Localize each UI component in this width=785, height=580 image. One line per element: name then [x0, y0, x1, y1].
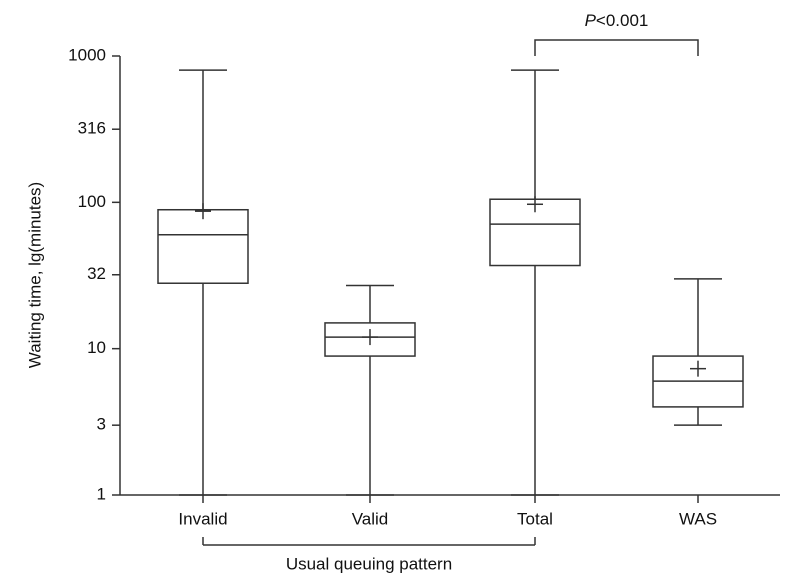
- y-tick-label: 10: [87, 338, 106, 357]
- y-tick-label: 316: [78, 119, 106, 138]
- mean-marker: [690, 360, 706, 377]
- y-tick-label: 3: [97, 415, 106, 434]
- annotation: P<0.001: [585, 11, 649, 30]
- x-tick-label: Total: [517, 509, 553, 528]
- box: [324, 322, 416, 357]
- group-bracket: [202, 537, 536, 546]
- y-tick-label: 100: [78, 192, 106, 211]
- x-tick-label: Invalid: [178, 509, 227, 528]
- y-tick-label: 32: [87, 264, 106, 283]
- annotation-symbol: P: [585, 11, 597, 30]
- y-tick-label: 1000: [68, 45, 106, 64]
- group-label: Usual queuing pattern: [286, 554, 452, 573]
- mean-marker: [527, 196, 543, 213]
- box: [157, 208, 249, 284]
- mean-marker: [362, 329, 378, 346]
- significance-bracket: [534, 39, 699, 56]
- y-axis-label: Waiting time, lg(minutes): [25, 182, 44, 368]
- x-tick-label: Valid: [352, 509, 389, 528]
- mean-marker: [195, 203, 211, 220]
- y-tick-label: 1: [97, 484, 106, 503]
- annotation-text: <0.001: [596, 11, 648, 30]
- x-tick-label: WAS: [679, 509, 717, 528]
